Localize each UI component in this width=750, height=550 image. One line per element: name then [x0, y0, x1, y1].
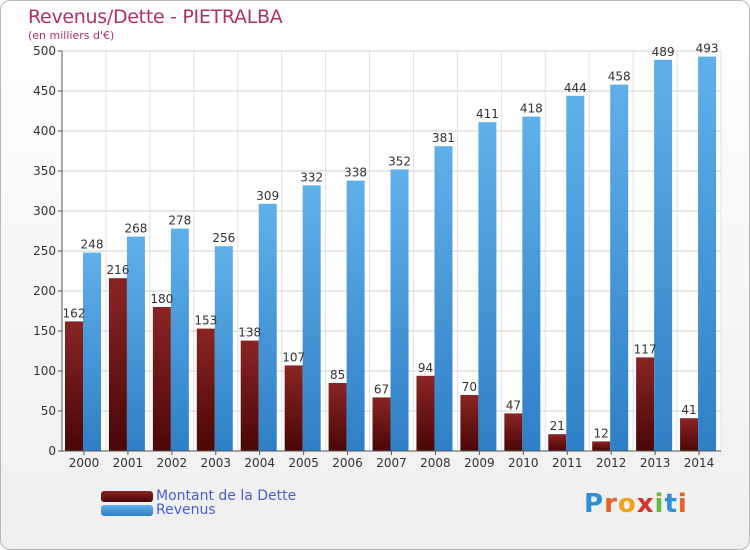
bar-debt [65, 321, 83, 451]
y-tick-label: 0 [48, 444, 56, 458]
y-tick-label: 350 [33, 164, 56, 178]
bar-revenue [654, 59, 673, 452]
data-label-debt: 138 [238, 326, 261, 340]
proxiti-logo: Proxiti [584, 489, 688, 519]
bar-revenue [522, 116, 541, 451]
x-tick-label: 2006 [332, 456, 363, 470]
legend-label-debt: Montant de la Dette [156, 488, 297, 504]
data-label-debt: 85 [330, 368, 345, 382]
x-tick-label: 2011 [552, 456, 583, 470]
y-tick-label: 150 [33, 324, 56, 338]
bar-revenue [698, 56, 717, 451]
chart-title: Revenus/Dette - PIETRALBA [28, 6, 283, 28]
bar-debt [152, 307, 171, 451]
data-label-revenue: 381 [432, 131, 455, 145]
bar-revenue [610, 84, 629, 451]
data-label-revenue: 444 [564, 81, 587, 95]
data-label-debt: 67 [374, 382, 389, 396]
chart-subtitle: (en milliers d'€) [28, 29, 115, 42]
x-tick-label: 2007 [376, 456, 407, 470]
legend-swatch-revenue [101, 504, 153, 516]
bar-debt [240, 340, 259, 451]
bar-debt [108, 278, 127, 451]
bar-revenue [302, 185, 321, 451]
bar-revenue [434, 146, 453, 451]
x-tick-label: 2013 [640, 456, 671, 470]
data-label-debt: 21 [550, 419, 565, 433]
data-label-revenue: 489 [652, 45, 675, 59]
data-label-debt: 41 [681, 403, 696, 417]
bar-revenue [258, 203, 277, 451]
data-label-debt: 94 [418, 361, 433, 375]
data-label-revenue: 352 [388, 154, 411, 168]
y-tick-label: 400 [33, 124, 56, 138]
bar-debt [636, 357, 655, 451]
data-label-revenue: 418 [520, 102, 543, 116]
x-tick-label: 2010 [508, 456, 539, 470]
bar-debt [592, 441, 611, 451]
legend-label-revenue: Revenus [156, 502, 216, 518]
legend-item-revenue: Revenus [101, 501, 216, 519]
bar-revenue [390, 169, 409, 451]
data-label-revenue: 338 [344, 166, 367, 180]
data-label-debt: 107 [282, 350, 305, 364]
x-tick-label: 2002 [157, 456, 188, 470]
data-label-revenue: 411 [476, 107, 499, 121]
bar-revenue [478, 122, 497, 451]
x-tick-label: 2005 [288, 456, 319, 470]
x-tick-label: 2009 [464, 456, 495, 470]
data-label-revenue: 256 [212, 231, 235, 245]
data-label-revenue: 309 [256, 189, 279, 203]
y-tick-label: 500 [33, 44, 56, 58]
x-tick-label: 2004 [244, 456, 275, 470]
legend-swatch-debt [101, 490, 153, 502]
x-tick-label: 2000 [69, 456, 100, 470]
x-tick-label: 2014 [684, 456, 715, 470]
y-tick-label: 50 [41, 404, 56, 418]
bar-debt [284, 365, 303, 451]
data-label-revenue: 493 [696, 42, 719, 56]
legend-item-debt: Montant de la Dette [101, 487, 296, 505]
bar-revenue [126, 236, 145, 451]
bar-debt [504, 413, 523, 451]
bar-debt [680, 418, 699, 451]
data-label-debt: 70 [462, 380, 477, 394]
x-tick-label: 2001 [113, 456, 144, 470]
data-label-debt: 153 [194, 314, 217, 328]
data-label-debt: 47 [506, 398, 521, 412]
bar-debt [548, 434, 567, 451]
data-label-revenue: 458 [608, 70, 631, 84]
y-tick-label: 100 [33, 364, 56, 378]
data-label-debt: 117 [634, 342, 657, 356]
data-label-revenue: 268 [124, 222, 147, 236]
bar-debt [416, 375, 435, 451]
x-tick-label: 2008 [420, 456, 451, 470]
x-tick-label: 2012 [596, 456, 627, 470]
y-tick-label: 200 [33, 284, 56, 298]
y-tick-label: 300 [33, 204, 56, 218]
y-tick-label: 450 [33, 84, 56, 98]
data-label-debt: 216 [106, 263, 129, 277]
bar-revenue [83, 252, 101, 451]
bar-revenue [346, 180, 365, 451]
bar-revenue [566, 95, 585, 452]
data-label-revenue: 248 [81, 238, 104, 252]
data-label-revenue: 332 [300, 170, 323, 184]
bar-debt [328, 383, 347, 451]
bar-debt [460, 395, 479, 451]
bar-debt [372, 397, 391, 451]
data-label-revenue: 278 [168, 214, 191, 228]
data-label-debt: 180 [150, 292, 173, 306]
bar-revenue [214, 246, 233, 451]
data-label-debt: 162 [63, 306, 86, 320]
bar-revenue [170, 228, 189, 451]
data-label-debt: 12 [594, 426, 609, 440]
x-tick-label: 2003 [200, 456, 231, 470]
bar-debt [196, 328, 215, 451]
y-tick-label: 250 [33, 244, 56, 258]
